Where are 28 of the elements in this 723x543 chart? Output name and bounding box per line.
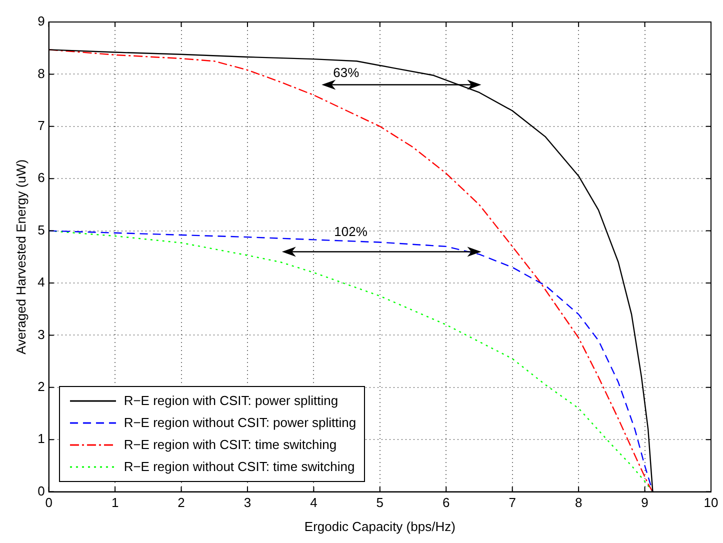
x-axis-title: Ergodic Capacity (bps/Hz) [304,518,456,534]
legend-label: R−E region without CSIT: power splitting [124,414,356,432]
y-tick-label: 6 [38,170,45,186]
y-tick-label: 0 [38,483,45,498]
annotation: 63% [333,64,360,80]
legend-label: R−E region with CSIT: power splitting [124,392,338,410]
legend-label: R−E region without CSIT: time switching [124,458,355,476]
x-tick-label: 1 [111,495,119,510]
x-tick-label: 5 [376,495,384,510]
y-tick-label: 8 [38,66,45,81]
y-tick-label: 5 [38,222,45,238]
y-tick-label: 7 [38,118,45,133]
x-tick-label: 6 [442,495,450,510]
x-tick-label: 3 [244,495,252,510]
y-tick-label: 9 [38,14,45,29]
y-tick-label: 3 [38,326,45,342]
y-tick-label: 4 [38,274,45,290]
y-axis-title: Averaged Harvested Energy (uW) [13,159,28,354]
x-tick-label: 10 [704,495,718,510]
annotation: 102% [334,224,368,240]
x-tick-label: 7 [508,495,516,510]
x-tick-label: 8 [574,495,582,510]
x-tick-label: 9 [641,495,648,510]
x-tick-label: 4 [310,495,318,510]
y-tick-label: 1 [38,431,45,446]
legend-label: R−E region with CSIT: time switching [124,436,337,454]
y-tick-label: 2 [38,378,45,394]
x-tick-label: 2 [178,495,185,510]
